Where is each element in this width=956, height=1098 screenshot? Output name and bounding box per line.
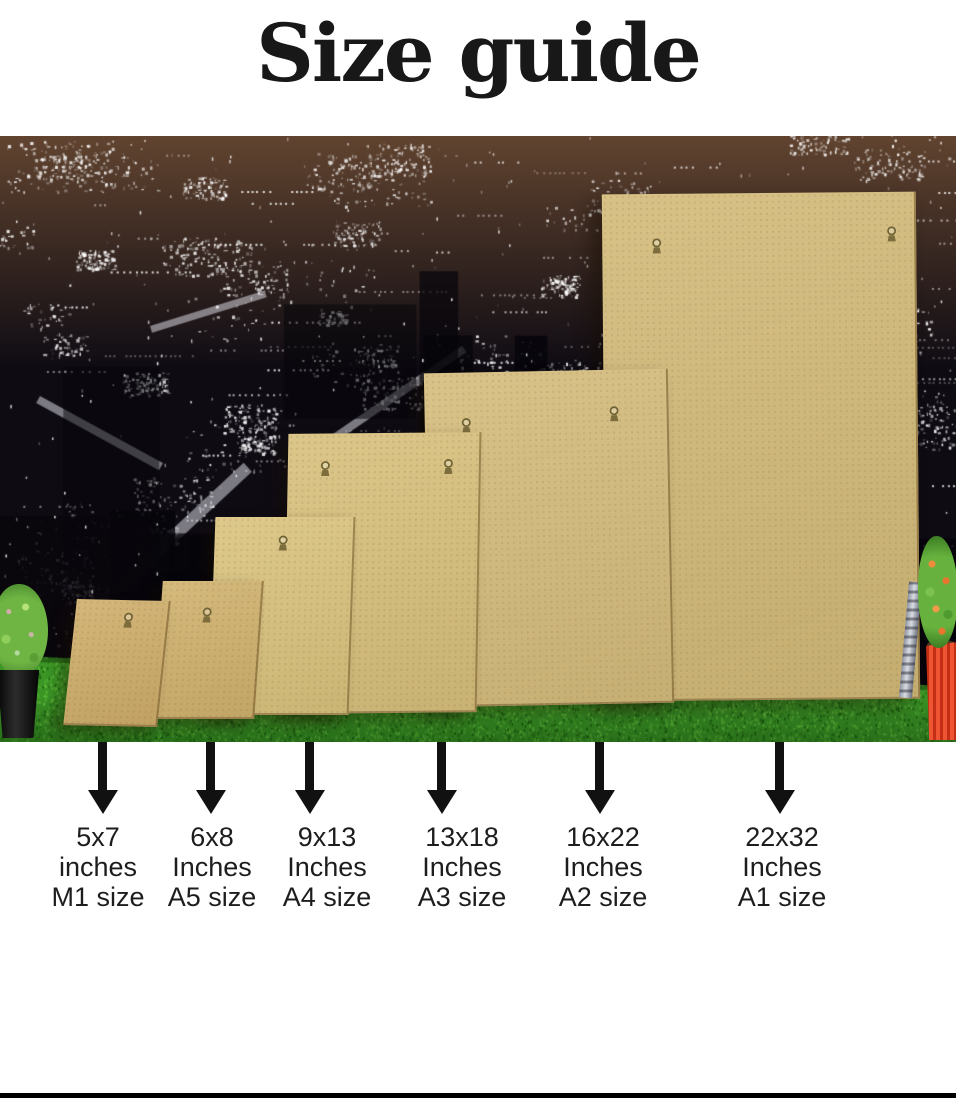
size-unit: Inches [287, 852, 367, 882]
size-label-a2: 16x22 Inches A2 size [528, 822, 678, 912]
d-ring-hanger-icon [121, 612, 136, 629]
board-6x8-a5 [153, 581, 264, 719]
d-ring-hanger-icon [650, 238, 663, 255]
right-potted-plant [896, 536, 956, 742]
d-ring-hanger-icon [460, 417, 473, 434]
plant-foliage [918, 536, 956, 648]
size-unit: Inches [742, 852, 822, 882]
size-standard: A1 size [737, 882, 827, 912]
d-ring-hanger-icon [319, 460, 332, 477]
size-unit: Inches [422, 852, 502, 882]
board-5x7-m1 [63, 599, 171, 727]
size-standard: A2 size [558, 882, 648, 912]
down-arrow-icon [295, 742, 325, 814]
size-label-a3: 13x18 Inches A3 size [387, 822, 537, 912]
size-label-a5: 6x8 Inches A5 size [137, 822, 287, 912]
size-standard: A3 size [417, 882, 507, 912]
size-dimensions: 5x7 [76, 822, 120, 852]
plant-foliage [0, 584, 48, 676]
down-arrow-icon [88, 742, 118, 814]
size-label-a4: 9x13 Inches A4 size [252, 822, 402, 912]
board-13x18-a3 [283, 432, 482, 714]
d-ring-hanger-icon [607, 406, 620, 423]
down-arrow-icon [427, 742, 457, 814]
size-unit: inches [58, 852, 138, 882]
page-title: Size guide [256, 6, 702, 100]
product-photo [0, 136, 956, 742]
size-dimensions: 6x8 [190, 822, 234, 852]
red-pot [926, 642, 956, 740]
left-potted-plant [0, 584, 52, 742]
down-arrow-icon [196, 742, 226, 814]
board-22x32-a1 [601, 191, 921, 702]
size-dimensions: 22x32 [745, 822, 819, 852]
size-unit: Inches [172, 852, 252, 882]
d-ring-hanger-icon [200, 607, 214, 624]
size-dimensions: 16x22 [566, 822, 640, 852]
board-9x13-a4 [208, 517, 356, 715]
size-standard: A4 size [282, 882, 372, 912]
size-dimensions: 9x13 [297, 822, 357, 852]
size-standard: A5 size [167, 882, 257, 912]
d-ring-hanger-icon [442, 458, 455, 475]
black-pot [0, 670, 40, 738]
size-dimensions: 13x18 [425, 822, 499, 852]
size-label-m1: 5x7 inches M1 size [23, 822, 173, 912]
size-label-a1: 22x32 Inches A1 size [707, 822, 857, 912]
down-arrow-icon [765, 742, 795, 814]
board-16x22-a2 [423, 368, 675, 708]
bottom-border [0, 1093, 956, 1098]
d-ring-hanger-icon [885, 226, 898, 243]
size-standard: M1 size [51, 882, 145, 912]
size-unit: Inches [563, 852, 643, 882]
down-arrow-icon [585, 742, 615, 814]
d-ring-hanger-icon [276, 535, 290, 552]
